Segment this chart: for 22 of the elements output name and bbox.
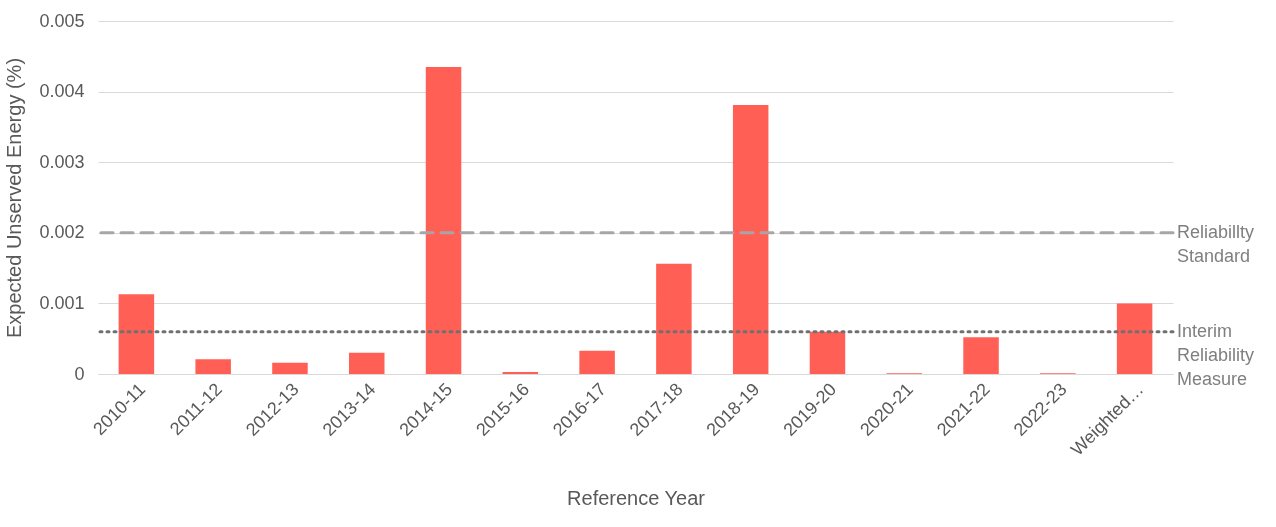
- y-tick-label: 0: [74, 363, 85, 384]
- bar: [195, 359, 231, 374]
- ref-line-label: Interim Reliability Measure: [1177, 320, 1255, 389]
- y-tick-label: 0.003: [39, 151, 85, 172]
- ref-line-label: Reliabillty Standard: [1177, 221, 1255, 266]
- bar: [1116, 303, 1153, 374]
- bar: [579, 350, 615, 374]
- y-tick-label: 0.002: [39, 222, 85, 243]
- bar: [502, 371, 539, 374]
- bar: [732, 105, 769, 374]
- bar: [118, 294, 155, 374]
- y-tick-label: 0.005: [39, 10, 85, 31]
- y-tick-label: 0.001: [39, 292, 85, 313]
- bar: [425, 66, 462, 374]
- bar: [656, 263, 692, 374]
- y-tick-label: 0.004: [39, 81, 85, 102]
- bar: [963, 337, 999, 374]
- bar: [349, 352, 385, 374]
- bar: [272, 362, 308, 374]
- y-axis-title: Expected Unserved Energy (%): [3, 57, 26, 339]
- x-axis-title: Reference Year: [567, 487, 706, 510]
- bar: [809, 331, 846, 374]
